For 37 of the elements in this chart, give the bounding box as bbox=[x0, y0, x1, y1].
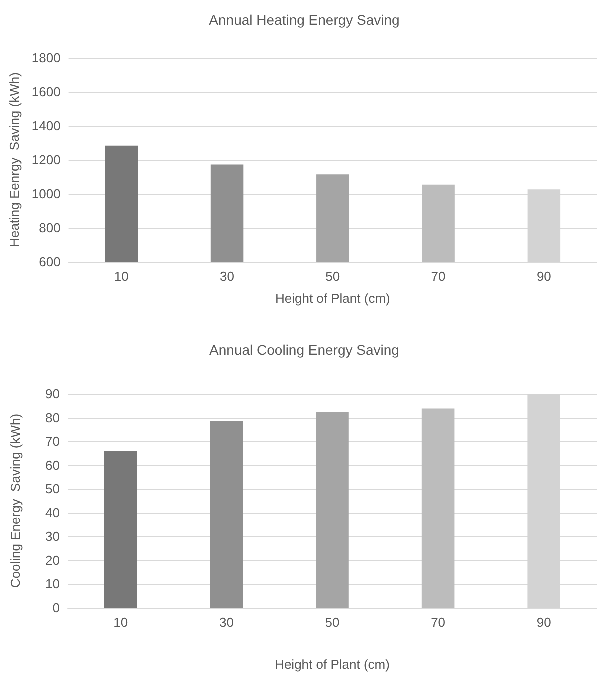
y-tick-label: 70 bbox=[46, 434, 60, 450]
x-tick-label: 50 bbox=[325, 615, 340, 630]
bar bbox=[104, 452, 138, 608]
x-tick-label: 50 bbox=[326, 269, 340, 284]
x-tick-label: 10 bbox=[114, 269, 129, 284]
x-tick-label: 30 bbox=[219, 615, 234, 630]
x-axis-title: Height of Plant (cm) bbox=[275, 657, 390, 672]
y-tick-label: 1400 bbox=[32, 118, 61, 134]
y-tick-label: 1600 bbox=[32, 84, 61, 100]
y-tick-label: 40 bbox=[46, 505, 60, 520]
bar bbox=[210, 421, 244, 608]
x-tick-label: 90 bbox=[536, 269, 552, 284]
y-tick-label: 90 bbox=[46, 386, 60, 402]
chart-title: Annual Cooling Energy Saving bbox=[210, 342, 400, 358]
x-axis-title: Height of Plant (cm) bbox=[275, 291, 390, 306]
x-tick-label: 90 bbox=[536, 615, 552, 630]
x-tick-label: 70 bbox=[431, 269, 446, 284]
y-tick-label: 10 bbox=[46, 576, 60, 592]
y-axis-title: Cooling Energy Saving (kWh) bbox=[8, 414, 23, 588]
y-tick-label: 1000 bbox=[32, 186, 61, 202]
y-tick-label: 50 bbox=[46, 482, 60, 497]
y-axis-title: Heating Eenrgy Saving (kWh) bbox=[7, 72, 22, 248]
y-tick-label: 20 bbox=[46, 552, 60, 568]
x-tick-label: 10 bbox=[114, 615, 128, 630]
x-tick-label: 30 bbox=[220, 269, 235, 284]
x-tick-label: 70 bbox=[431, 615, 446, 630]
y-tick-label: 30 bbox=[46, 529, 60, 544]
y-tick-label: 1800 bbox=[32, 50, 61, 66]
chart-title: Annual Heating Energy Saving bbox=[209, 12, 400, 28]
y-tick-label: 0 bbox=[52, 600, 60, 616]
y-tick-label: 800 bbox=[39, 220, 61, 236]
y-tick-label: 600 bbox=[39, 254, 61, 270]
y-tick-label: 60 bbox=[46, 458, 60, 473]
y-tick-label: 1200 bbox=[32, 152, 61, 168]
y-tick-label: 80 bbox=[46, 410, 60, 426]
bar bbox=[316, 412, 349, 608]
bar bbox=[422, 408, 455, 608]
